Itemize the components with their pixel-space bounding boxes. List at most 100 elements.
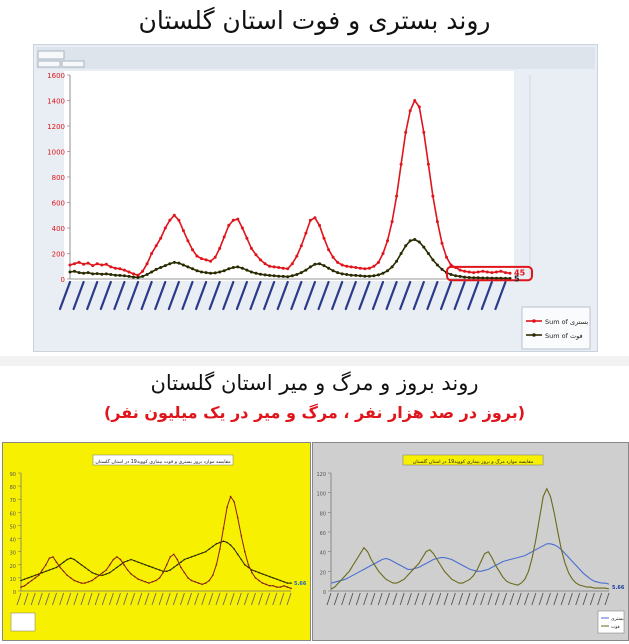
y-tick-label: 1600 bbox=[47, 72, 65, 80]
bottom-left-chart: مقایسه موارد بروز بستری و فوت بیماری کوو… bbox=[10, 454, 307, 632]
x-tick-label bbox=[531, 592, 537, 606]
data-point bbox=[322, 264, 326, 268]
data-point bbox=[144, 564, 147, 566]
data-point bbox=[48, 557, 51, 559]
data-point bbox=[208, 548, 211, 550]
data-point bbox=[340, 263, 344, 267]
data-point bbox=[395, 194, 399, 198]
x-tick-label bbox=[208, 280, 221, 311]
data-point bbox=[73, 558, 76, 561]
data-point bbox=[279, 586, 282, 588]
x-tick-label bbox=[249, 280, 262, 311]
data-point bbox=[172, 260, 176, 264]
x-tick-label bbox=[575, 592, 581, 606]
data-point bbox=[508, 276, 512, 280]
data-point bbox=[151, 566, 154, 569]
data-point bbox=[130, 558, 132, 561]
data-point bbox=[218, 246, 222, 250]
chart-header-strip bbox=[36, 47, 595, 69]
data-point bbox=[277, 274, 281, 278]
x-tick-label bbox=[222, 280, 235, 311]
data-point bbox=[236, 516, 239, 519]
x-tick-label bbox=[326, 592, 332, 606]
data-point bbox=[20, 586, 22, 588]
data-point bbox=[195, 269, 199, 273]
data-point bbox=[148, 565, 150, 567]
main-title: روند بستری و فوت استان گلستان bbox=[138, 6, 491, 35]
data-point bbox=[77, 260, 81, 264]
data-point bbox=[86, 261, 90, 265]
x-tick-label bbox=[509, 592, 515, 606]
data-point bbox=[213, 271, 217, 275]
data-point bbox=[261, 573, 264, 575]
data-point bbox=[173, 553, 175, 556]
data-point bbox=[122, 268, 126, 272]
data-point bbox=[229, 544, 232, 546]
data-point bbox=[313, 216, 317, 220]
data-point bbox=[119, 558, 122, 561]
x-tick-label bbox=[137, 592, 143, 606]
data-point bbox=[367, 266, 371, 270]
x-tick-label bbox=[589, 592, 595, 606]
data-point bbox=[100, 263, 104, 267]
data-point bbox=[141, 274, 145, 278]
x-tick-label bbox=[436, 592, 442, 606]
data-point bbox=[290, 582, 292, 584]
x-tick-label bbox=[154, 280, 167, 311]
x-tick-label bbox=[172, 592, 178, 606]
data-point bbox=[137, 561, 139, 563]
x-tick-label bbox=[165, 592, 171, 606]
x-tick-label bbox=[421, 592, 427, 606]
data-point bbox=[105, 573, 108, 575]
data-point bbox=[183, 571, 186, 574]
data-point bbox=[91, 272, 95, 276]
x-tick-label bbox=[158, 592, 164, 606]
data-point bbox=[472, 271, 476, 275]
data-point bbox=[336, 260, 340, 264]
data-point bbox=[87, 569, 90, 571]
x-tick-label bbox=[582, 592, 588, 606]
data-point bbox=[212, 574, 214, 577]
data-point bbox=[236, 217, 240, 221]
x-tick-label bbox=[480, 280, 493, 311]
data-point bbox=[290, 587, 292, 590]
data-point bbox=[381, 271, 385, 275]
data-point bbox=[304, 231, 308, 235]
data-point bbox=[413, 238, 417, 241]
x-tick-label bbox=[348, 592, 354, 606]
data-point bbox=[276, 586, 278, 588]
data-point bbox=[73, 269, 76, 273]
x-tick-label bbox=[567, 592, 573, 606]
data-point bbox=[150, 252, 154, 255]
data-point bbox=[286, 582, 289, 584]
x-tick-label bbox=[181, 280, 194, 311]
data-point bbox=[268, 264, 272, 268]
data-point bbox=[229, 495, 232, 498]
data-point bbox=[187, 557, 189, 559]
x-tick-label bbox=[52, 592, 57, 606]
data-point bbox=[458, 274, 462, 278]
data-point bbox=[295, 254, 299, 258]
data-point bbox=[219, 548, 221, 550]
data-point bbox=[399, 162, 403, 166]
data-point bbox=[286, 586, 289, 588]
x-tick-label bbox=[99, 280, 112, 311]
data-point bbox=[181, 229, 185, 233]
x-tick-label bbox=[251, 592, 256, 606]
data-point bbox=[30, 579, 33, 582]
legend-marker-1 bbox=[532, 319, 536, 323]
x-tick-label bbox=[443, 592, 449, 606]
data-point bbox=[82, 271, 86, 275]
top-chart: 0 200 400 600 800 1000 1200 1400 1600 455 Sum of ب… bbox=[36, 47, 595, 350]
x-tick-label bbox=[187, 592, 192, 606]
data-point bbox=[417, 240, 421, 244]
data-point bbox=[259, 272, 262, 276]
data-point bbox=[372, 274, 376, 278]
data-point bbox=[165, 570, 168, 573]
x-tick-label bbox=[80, 592, 86, 606]
data-point bbox=[27, 577, 29, 579]
data-point bbox=[48, 569, 51, 571]
x-tick-label bbox=[450, 592, 456, 606]
data-point bbox=[240, 266, 244, 270]
data-point bbox=[186, 265, 190, 269]
